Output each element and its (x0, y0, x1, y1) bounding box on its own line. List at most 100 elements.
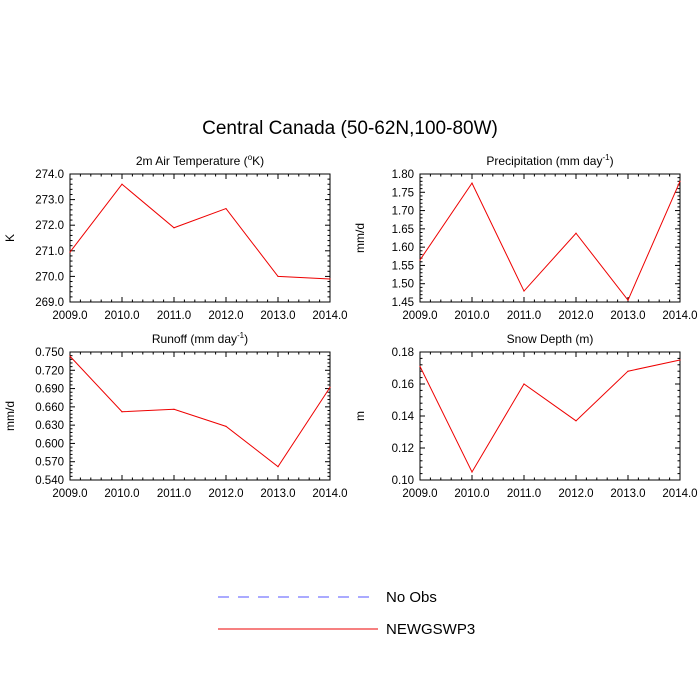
y-tick-label: 0.600 (35, 438, 64, 450)
y-tick-label: 0.540 (35, 475, 64, 487)
x-tick-label: 2009.0 (402, 488, 437, 500)
panel-precipitation: Precipitation (mm day-1) 2009.0 2010.0 2011… (353, 153, 698, 322)
data-point (419, 259, 421, 261)
y-tick-label: 1.70 (392, 206, 414, 218)
panel-runoff: Runoff (mm day-1) 2009.0 2010.0 2011.0 2012.… (3, 331, 348, 500)
y-tick-label: 0.690 (35, 384, 64, 396)
y-tick-label: 0.18 (392, 347, 414, 359)
x-tick-label: 2011.0 (157, 488, 191, 500)
series-line-newgswp3 (69, 355, 331, 468)
x-tick-label: 2013.0 (260, 488, 295, 500)
x-tick-label: 2014.0 (662, 310, 697, 322)
y-tick-label: 0.12 (392, 443, 414, 455)
y-tick-label: 272.0 (35, 220, 64, 232)
legend: No Obs NEWGSWP3 (218, 589, 475, 638)
y-tick-label: 0.16 (392, 379, 414, 391)
data-point (471, 471, 473, 473)
y-axis-label: m (353, 411, 367, 421)
y-tick-label: 0.660 (35, 402, 64, 414)
data-point (277, 465, 279, 468)
plot-frame (69, 173, 331, 303)
series-line-newgswp3 (419, 359, 681, 474)
panel-title: 2m Air Temperature (oK) (136, 153, 264, 168)
y-tick-label: 269.0 (35, 297, 64, 309)
y-tick-label: 274.0 (35, 169, 64, 181)
y-tick-label: 0.10 (392, 475, 414, 487)
data-point (121, 411, 123, 413)
y-axis-label: mm/d (353, 223, 367, 253)
data-point (523, 290, 525, 292)
x-tick-label: 2010.0 (104, 310, 139, 322)
y-tick-label: 271.0 (35, 246, 64, 258)
figure-title: Central Canada (50-62N,100-80W) (202, 118, 498, 139)
plot-frame (419, 173, 681, 303)
data-point (575, 232, 577, 234)
data-point (329, 386, 331, 388)
x-tick-label: 2013.0 (610, 310, 645, 322)
y-tick-label: 0.570 (35, 457, 64, 469)
data-point (627, 299, 629, 301)
data-point (679, 359, 681, 361)
y-tick-label: 1.80 (392, 169, 414, 181)
plot-frame (69, 351, 331, 481)
y-tick-label: 1.55 (392, 260, 414, 272)
legend-item: No Obs (218, 589, 437, 606)
panel-air-temperature: 2m Air Temperature (oK) 2009.0 2010.0 2011.… (3, 153, 348, 322)
data-point (575, 420, 577, 422)
plot-frame (419, 351, 681, 481)
legend-label: NEWGSWP3 (386, 621, 475, 638)
data-point (329, 278, 331, 280)
y-tick-label: 0.720 (35, 365, 64, 377)
x-tick-label: 2012.0 (208, 310, 243, 322)
data-point (277, 275, 279, 277)
y-tick-label: 0.630 (35, 420, 64, 432)
series-line-newgswp3 (69, 183, 331, 280)
panel-title: Snow Depth (m) (507, 332, 594, 346)
y-tick-label: 1.65 (392, 224, 414, 236)
x-tick-label: 2011.0 (507, 310, 541, 322)
panels-group: 2m Air Temperature (oK) 2009.0 2010.0 2011.… (3, 153, 698, 500)
panel-title: Precipitation (mm day-1) (486, 153, 613, 168)
x-tick-label: 2014.0 (662, 488, 697, 500)
x-tick-label: 2010.0 (454, 310, 489, 322)
x-tick-label: 2010.0 (104, 488, 139, 500)
y-tick-label: 273.0 (35, 195, 64, 207)
data-point (679, 180, 681, 182)
data-point (121, 183, 123, 185)
legend-label: No Obs (386, 589, 437, 606)
y-tick-label: 1.45 (392, 297, 414, 309)
data-point (627, 370, 629, 372)
y-tick-label: 1.60 (392, 242, 414, 254)
x-tick-label: 2012.0 (208, 488, 243, 500)
x-tick-label: 2014.0 (312, 310, 347, 322)
x-tick-label: 2012.0 (558, 488, 593, 500)
data-point (69, 251, 71, 253)
y-tick-label: 0.14 (392, 411, 415, 423)
data-point (471, 182, 473, 184)
data-point (523, 383, 525, 385)
y-tick-label: 1.75 (392, 187, 414, 199)
x-tick-label: 2009.0 (52, 488, 87, 500)
data-point (419, 365, 421, 367)
y-axis-label: K (3, 234, 17, 242)
data-point (225, 207, 227, 210)
y-tick-label: 270.0 (35, 271, 64, 283)
y-axis-label: mm/d (3, 401, 17, 431)
x-tick-label: 2013.0 (260, 310, 295, 322)
x-tick-label: 2011.0 (157, 310, 191, 322)
x-tick-label: 2009.0 (52, 310, 87, 322)
x-tick-label: 2013.0 (610, 488, 645, 500)
x-tick-label: 2012.0 (558, 310, 593, 322)
data-point (173, 227, 175, 229)
x-tick-label: 2010.0 (454, 488, 489, 500)
legend-item: NEWGSWP3 (218, 621, 475, 638)
series-line-newgswp3 (419, 181, 681, 302)
x-tick-label: 2011.0 (507, 488, 541, 500)
data-point (225, 425, 227, 427)
panel-title: Runoff (mm day-1) (152, 331, 248, 346)
x-tick-label: 2014.0 (312, 488, 347, 500)
data-point (173, 408, 175, 410)
data-point (69, 355, 71, 357)
